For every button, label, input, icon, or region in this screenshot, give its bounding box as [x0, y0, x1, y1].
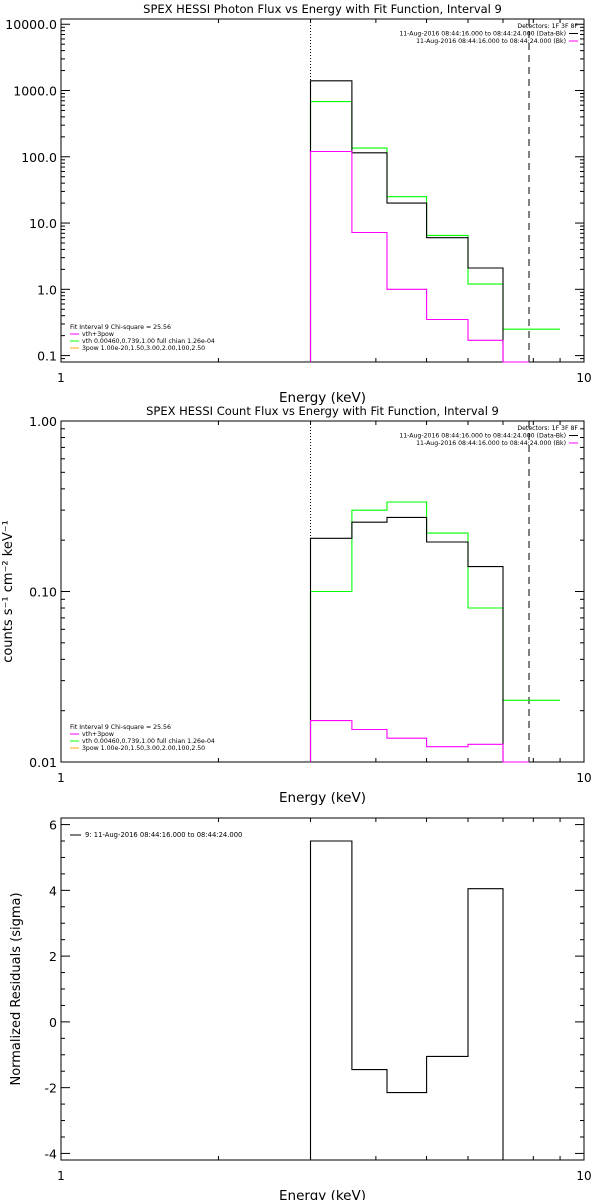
count-series-1-steps: [309, 516, 529, 763]
photon-y-tick-label: 100.0: [21, 150, 57, 165]
count-chart-title: SPEX HESSI Count Flux vs Energy with Fit…: [146, 404, 499, 418]
photon-y-tick-label: 10.0: [29, 216, 57, 231]
resid-y-tick-label: 0: [49, 1015, 57, 1030]
photon-y-tick-label: 1.0: [37, 282, 57, 297]
photon-y-tick-label: 10000.0: [5, 17, 57, 32]
photon-y-tick-label: 0.1: [37, 349, 57, 364]
photon-legend-topright-text: 11-Aug-2016 08:44:16.000 to 08:44:24.000…: [399, 31, 566, 38]
photon-legend-topright-text: 11-Aug-2016 08:44:16.000 to 08:44:24.000…: [416, 38, 566, 45]
photon-series-2-steps: [309, 150, 529, 363]
resid-y-tick-label: 2: [49, 949, 57, 964]
photon-x-tick-label: 1: [57, 371, 65, 385]
count-legend-bottomleft-text: vth+3pow: [82, 731, 114, 738]
photon-chart-title: SPEX HESSI Photon Flux vs Energy with Fi…: [143, 2, 502, 16]
photon-legend-bottomleft-text: vth+3pow: [82, 331, 114, 338]
count-x-tick-label: 10: [576, 771, 591, 785]
resid-x-axis-label: Energy (keV): [279, 1188, 366, 1200]
count-x-axis-label: Energy (keV): [279, 790, 366, 806]
count-legend-topright-text: 11-Aug-2016 08:44:16.000 to 08:44:24.000…: [416, 440, 566, 447]
resid-y-tick-label: 4: [49, 883, 57, 898]
resid-x-tick-label: 10: [576, 1169, 591, 1183]
resid-series-0-steps: [309, 840, 504, 1160]
count-series-2-steps: [309, 720, 529, 763]
photon-legend-bottomleft-text: vth 0.00460,0.739,1.00 full chian 1.26e-…: [82, 338, 215, 345]
photon-legend-bottomleft-text: Fit Interval 9 Chi-square = 25.56: [70, 324, 171, 331]
resid-y-tick-label: 6: [49, 818, 57, 833]
photon-series-1-steps: [309, 80, 529, 363]
count-y-tick-label: 0.01: [29, 755, 57, 770]
count-y-axis-label: counts s⁻¹ cm⁻² keV⁻¹: [1, 520, 16, 663]
photon-series-0-steps: [309, 101, 561, 362]
photon-x-tick-label: 10: [576, 371, 591, 385]
resid-x-tick-label: 1: [57, 1169, 65, 1183]
photon-x-axis-label: Energy (keV): [279, 390, 366, 406]
photon-y-tick-label: 1000.0: [13, 84, 57, 99]
count-series-0-steps: [309, 501, 561, 762]
count-legend-bottomleft-text: Fit Interval 9 Chi-square = 25.56: [70, 724, 171, 731]
photon-legend-topright-text: Detectors: 1F 3F 8F: [517, 23, 578, 30]
count-legend-topright-text: 11-Aug-2016 08:44:16.000 to 08:44:24.000…: [399, 433, 566, 440]
count-x-tick-label: 1: [57, 771, 65, 785]
resid-y-axis-label: Normalized Residuals (sigma): [9, 892, 24, 1085]
resid-plot-frame: [60, 817, 585, 1161]
count-y-tick-label: 0.10: [29, 585, 57, 600]
count-y-tick-label: 1.00: [29, 414, 57, 429]
photon-plot-frame: [60, 18, 585, 363]
photon-legend-bottomleft-text: 3pow 1.00e-20,1.50,3.00,2.00,100,2.50: [82, 345, 205, 352]
count-legend-bottomleft-text: 3pow 1.00e-20,1.50,3.00,2.00,100,2.50: [82, 745, 205, 752]
count-legend-bottomleft-text: vth 0.00460,0.739,1.00 full chian 1.26e-…: [82, 738, 215, 745]
resid-y-tick-label: -2: [45, 1081, 57, 1096]
resid-y-tick-label: -4: [45, 1146, 58, 1161]
count-legend-topright-text: Detectors: 1F 3F 8F: [517, 425, 578, 432]
resid-legend-topleft-text: 9: 11-Aug-2016 08:44:16.000 to 08:44:24.…: [85, 831, 242, 839]
